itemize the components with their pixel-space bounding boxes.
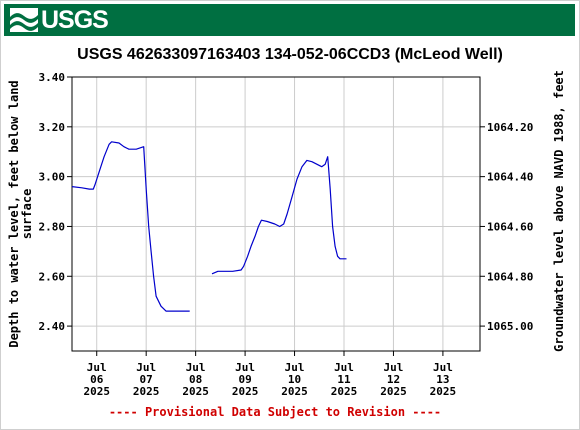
x-tick-label: 2025 (331, 385, 358, 398)
y-axis-right-label: Groundwater level above NAVD 1988, feet (552, 70, 566, 352)
right-tick-label: 1065.00 (487, 320, 533, 333)
x-tick-label: 2025 (133, 385, 160, 398)
chart-title: USGS 462633097163403 134-052-06CCD3 (McL… (77, 46, 503, 63)
series-line (211, 156, 347, 275)
left-tick-label: 2.80 (39, 220, 66, 233)
x-tick-label: Jul (235, 361, 255, 374)
x-tick-label: 11 (337, 373, 351, 386)
data-layer (71, 141, 347, 312)
x-tick-label: 07 (140, 373, 153, 386)
left-tick-label: 3.00 (39, 171, 66, 184)
x-tick-label: 2025 (83, 385, 110, 398)
x-axis: Jul062025Jul072025Jul082025Jul092025Jul1… (83, 351, 456, 398)
x-tick-label: Jul (433, 361, 453, 374)
x-tick-label: 09 (238, 373, 251, 386)
x-tick-label: 13 (436, 373, 449, 386)
right-tick-label: 1064.80 (487, 270, 533, 283)
right-tick-label: 1064.60 (487, 220, 533, 233)
right-axis: 1065.00 1064.80 1064.60 1064.40 1064.20 (480, 121, 533, 333)
usgs-logo[interactable]: USGS (10, 6, 109, 34)
left-tick-label: 2.60 (39, 270, 66, 283)
x-tick-label: 2025 (182, 385, 209, 398)
x-tick-label: Jul (285, 361, 305, 374)
x-tick-label: 10 (288, 373, 301, 386)
right-tick-label: 1064.40 (487, 171, 533, 184)
x-tick-label: 2025 (380, 385, 407, 398)
x-tick-label: 2025 (430, 385, 457, 398)
left-tick-label: 3.40 (39, 71, 66, 84)
provisional-data-note: ---- Provisional Data Subject to Revisio… (109, 405, 441, 419)
x-tick-label: Jul (87, 361, 107, 374)
x-tick-label: 08 (189, 373, 202, 386)
x-tick-label: Jul (334, 361, 354, 374)
x-tick-label: Jul (136, 361, 156, 374)
usgs-logo-text: USGS (41, 6, 109, 34)
x-tick-label: 2025 (281, 385, 308, 398)
usgs-wave-icon (10, 8, 38, 32)
usgs-banner: USGS (4, 4, 575, 36)
left-tick-label: 3.20 (39, 121, 66, 134)
y-axis-left-label-line1: Depth to water level, feet below land (7, 80, 21, 347)
right-tick-label: 1064.20 (487, 121, 533, 134)
left-tick-label: 2.40 (39, 320, 66, 333)
series-line (71, 141, 190, 312)
x-tick-label: 12 (387, 373, 400, 386)
x-tick-label: 06 (90, 373, 104, 386)
x-tick-label: 2025 (232, 385, 259, 398)
y-axis-left-label-line2: surface (20, 189, 34, 240)
left-axis: 2.40 2.60 2.80 3.00 3.20 3.40 (39, 71, 72, 333)
x-tick-label: Jul (384, 361, 404, 374)
chart-grid (72, 76, 480, 351)
x-tick-label: Jul (186, 361, 206, 374)
plot-area (71, 76, 481, 352)
